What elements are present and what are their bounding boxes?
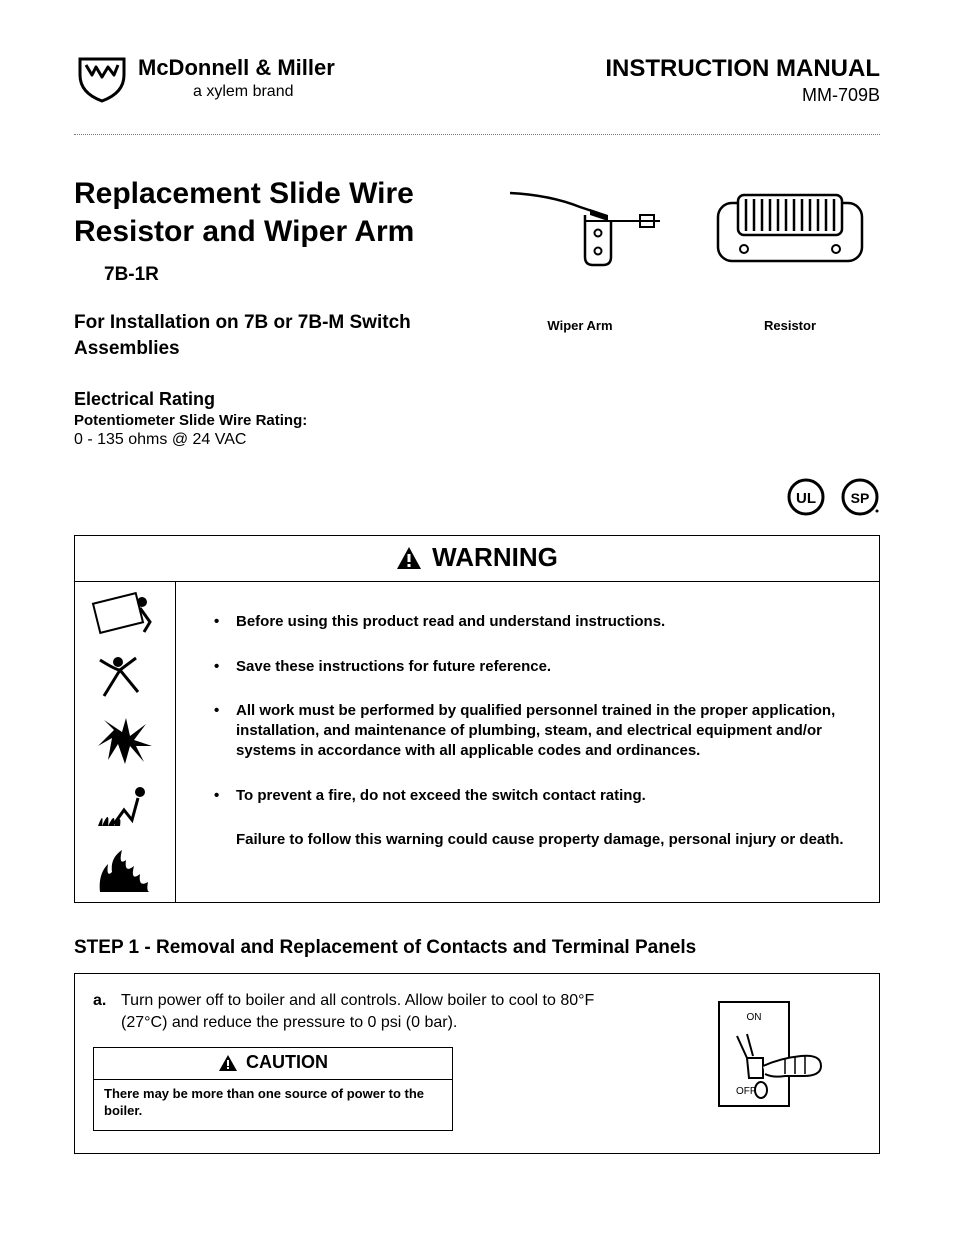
page-header: McDonnell & Miller a xylem brand INSTRUC…: [74, 55, 880, 106]
manual-block: INSTRUCTION MANUAL MM-709B: [605, 55, 880, 106]
warning-bullet-text: Before using this product read and under…: [236, 612, 665, 632]
resistor-label: Resistor: [700, 318, 880, 333]
warning-bullet: •All work must be performed by qualified…: [214, 701, 855, 762]
step1-item-a: a. Turn power off to boiler and all cont…: [93, 990, 637, 1033]
caution-header: CAUTION: [94, 1048, 452, 1080]
svg-text:OFF: OFF: [736, 1086, 756, 1097]
title-column: Replacement Slide Wire Resistor and Wipe…: [74, 175, 470, 449]
fire-hazard-icon: [90, 844, 160, 896]
svg-text:UL: UL: [796, 490, 816, 507]
spec-value: 0 - 135 ohms @ 24 VAC: [74, 431, 470, 449]
step1-heading: STEP 1 - Removal and Replacement of Cont…: [74, 937, 880, 959]
brand-tagline: a xylem brand: [138, 83, 335, 101]
warning-list: •Before using this product read and unde…: [176, 582, 879, 902]
page: McDonnell & Miller a xylem brand INSTRUC…: [0, 0, 954, 1194]
manual-title: INSTRUCTION MANUAL: [605, 55, 880, 83]
certification-row: UL SP: [74, 477, 880, 517]
warning-bullet-text: All work must be performed by qualified …: [236, 701, 855, 762]
warning-box: WARNING •Before using this product read …: [74, 535, 880, 903]
spec-subheading: Potentiometer Slide Wire Rating:: [74, 412, 470, 429]
step1-right: ON OFF: [661, 990, 861, 1131]
step1-left: a. Turn power off to boiler and all cont…: [93, 990, 637, 1131]
subtitle: For Installation on 7B or 7B-M Switch As…: [74, 310, 470, 361]
diagram-row: Wiper Arm Resist: [490, 175, 880, 333]
caution-triangle-icon: [218, 1054, 238, 1072]
step1-item-text: Turn power off to boiler and all control…: [121, 990, 637, 1033]
warning-bullet: •To prevent a fire, do not exceed the sw…: [214, 786, 855, 806]
brand-name: McDonnell & Miller: [138, 55, 335, 81]
svg-text:ON: ON: [747, 1012, 762, 1023]
warning-triangle-icon: [396, 546, 422, 570]
resistor-icon: [700, 185, 880, 295]
explosion-hazard-icon: [90, 716, 160, 768]
page-title: Replacement Slide Wire Resistor and Wipe…: [74, 175, 470, 250]
warning-icon-column: [75, 582, 176, 902]
read-manual-icon: [90, 588, 160, 640]
step1-box: a. Turn power off to boiler and all cont…: [74, 973, 880, 1154]
warning-bullet-text: Save these instructions for future refer…: [236, 657, 551, 677]
warning-heading: WARNING: [432, 542, 558, 573]
wiper-arm-icon: [490, 185, 670, 295]
wiper-arm-label: Wiper Arm: [490, 318, 670, 333]
csa-mark-icon: SP: [840, 477, 880, 517]
spec-heading: Electrical Rating: [74, 389, 470, 410]
caution-box: CAUTION There may be more than one sourc…: [93, 1047, 453, 1131]
warning-bullet: •Before using this product read and unde…: [214, 612, 855, 632]
burn-hazard-icon: [90, 780, 160, 832]
model-number: 7B-1R: [104, 264, 470, 286]
warning-bullet: •Save these instructions for future refe…: [214, 657, 855, 677]
title-row: Replacement Slide Wire Resistor and Wipe…: [74, 175, 880, 449]
ul-mark-icon: UL: [786, 477, 826, 517]
svg-text:SP: SP: [851, 490, 870, 506]
wiper-arm-diagram: Wiper Arm: [490, 185, 670, 333]
resistor-diagram: Resistor: [700, 185, 880, 333]
step1-item-tag: a.: [93, 990, 113, 1033]
manual-number: MM-709B: [605, 85, 880, 106]
slip-hazard-icon: [90, 652, 160, 704]
warning-header: WARNING: [75, 536, 879, 582]
brand-block: McDonnell & Miller a xylem brand: [74, 55, 335, 103]
caution-text: There may be more than one source of pow…: [94, 1080, 452, 1130]
power-switch-icon: ON OFF: [691, 996, 831, 1116]
warning-tail: Failure to follow this warning could cau…: [214, 830, 855, 850]
warning-bullet-text: To prevent a fire, do not exceed the swi…: [236, 786, 646, 806]
brand-logo-icon: [74, 55, 130, 103]
caution-heading: CAUTION: [246, 1052, 328, 1073]
warning-body: •Before using this product read and unde…: [75, 582, 879, 902]
divider: [74, 134, 880, 135]
